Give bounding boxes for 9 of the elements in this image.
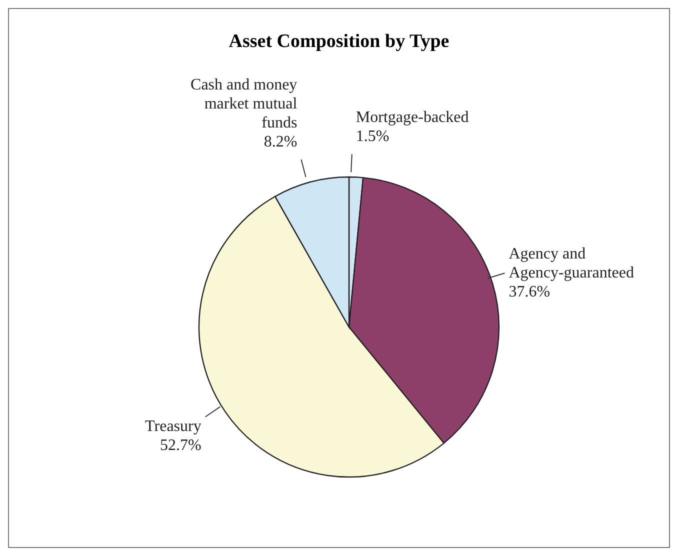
slice-label: Treasury — [145, 418, 202, 435]
data-label: 8.2% — [264, 134, 298, 151]
data-label: 52.7% — [160, 436, 202, 454]
data-label: 37.6% — [508, 284, 550, 301]
data-label: 1.5% — [356, 128, 390, 146]
slice-label: Agency and Agency-guaranteed — [508, 246, 634, 282]
chart-title: Asset Composition by Type — [228, 31, 450, 52]
slice-label: Mortgage-backed — [356, 109, 469, 126]
slice-label: Cash and money market mutual funds — [190, 76, 298, 132]
